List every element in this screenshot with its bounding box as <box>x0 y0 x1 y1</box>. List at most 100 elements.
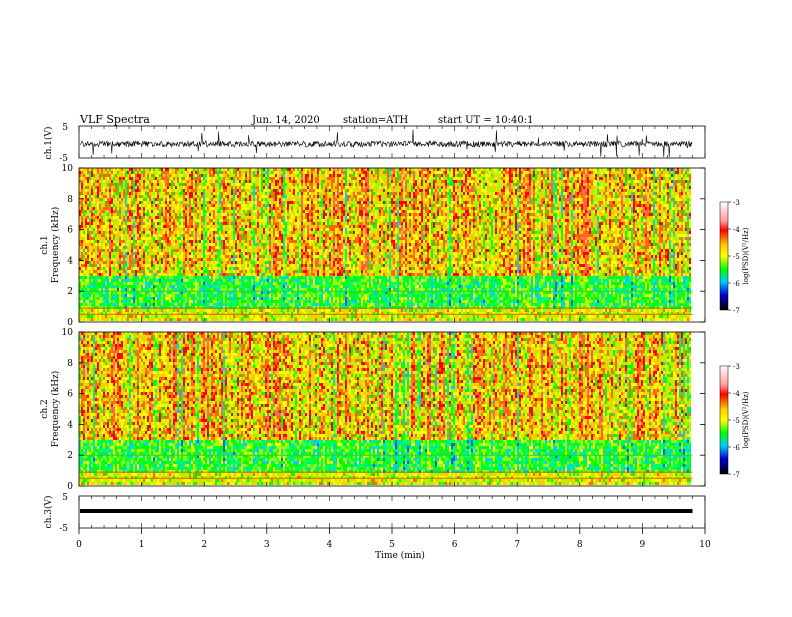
ch1-spectrogram-cell <box>91 183 93 186</box>
ch1-spectrogram-cell <box>157 168 159 171</box>
ch1-spectrogram-cell <box>243 168 245 171</box>
ch1-spectrogram-cell <box>189 231 191 234</box>
ch1-spectrogram-cell <box>99 279 101 282</box>
ch1-spectrogram-cell <box>113 222 115 225</box>
ch1-spectrogram-cell <box>217 213 219 216</box>
ch1-spectrogram-cell <box>117 183 119 186</box>
ch1-spectrogram-cell <box>269 183 271 186</box>
ch1-spectrogram-cell <box>93 264 95 267</box>
ch1-spectrogram-cell <box>211 201 213 204</box>
ch1-spectrogram-cell <box>155 273 157 276</box>
ch1-spectrogram-cell <box>85 192 87 195</box>
ch1-spectrogram-cell <box>113 201 115 204</box>
ch1-spectrogram-cell <box>97 300 99 303</box>
ch1-spectrogram-cell <box>267 255 269 258</box>
ch1-spectrogram-cell <box>87 174 89 177</box>
ch1-spectrogram-cell <box>151 246 153 249</box>
ch1-spectrogram-cell <box>107 207 109 210</box>
ch1-spectrogram-cell <box>231 222 233 225</box>
ch1-spectrogram-cell <box>113 249 115 252</box>
ch1-spectrogram-cell <box>217 315 219 318</box>
ch1-spectrogram-cell <box>121 234 123 237</box>
ch1-spectrogram-cell <box>121 285 123 288</box>
ch1-spectrogram-cell <box>243 189 245 192</box>
ch1-spectrogram-cell <box>179 279 181 282</box>
ch1-spectrogram-cell <box>235 231 237 234</box>
ch1-spectrogram-cell <box>185 234 187 237</box>
ch1-spectrogram-cell <box>181 201 183 204</box>
ch1-spectrogram-cell <box>91 210 93 213</box>
ch1-spectrogram-cell <box>113 279 115 282</box>
ch1-spectrogram-cell <box>199 228 201 231</box>
ch1-spectrogram-cell <box>203 198 205 201</box>
ch1-spectrogram-cell <box>121 309 123 312</box>
ch1-spectrogram-cell <box>239 201 241 204</box>
ch1-spectrogram-cell <box>221 234 223 237</box>
ch1-spectrogram-cell <box>193 216 195 219</box>
ch1-spectrogram-cell <box>115 282 117 285</box>
ch1-spectrogram-cell <box>229 204 231 207</box>
ch1-spectrogram-cell <box>115 243 117 246</box>
ch1-spectrogram-cell <box>201 228 203 231</box>
ch1-spectrogram-cell <box>231 252 233 255</box>
ch1-spectrogram-cell <box>165 279 167 282</box>
ch1-spectrogram-cell <box>107 294 109 297</box>
ch1-spectrogram-cell <box>251 237 253 240</box>
ch1-spectrogram-cell <box>233 228 235 231</box>
ch1-spectrogram-cell <box>141 270 143 273</box>
ch1-spectrogram-cell <box>173 279 175 282</box>
ch1-spectrogram-cell <box>265 240 267 243</box>
ch1-spectrogram-cell <box>83 222 85 225</box>
ch1-spectrogram-cell <box>207 231 209 234</box>
ch1-spectrogram-cell <box>247 174 249 177</box>
ch1-spectrogram-cell <box>235 213 237 216</box>
ch1-spectrogram-cell <box>259 177 261 180</box>
ch1-spectrogram-cell <box>137 222 139 225</box>
ch1-spectrogram-cell <box>111 216 113 219</box>
ch1-spectrogram-cell <box>153 237 155 240</box>
ch1-spectrogram-cell <box>265 192 267 195</box>
ch1-spectrogram-cell <box>217 192 219 195</box>
ch1-spectrogram-cell <box>123 240 125 243</box>
ch1-spectrogram-cell <box>103 204 105 207</box>
ch1-spectrogram-cell <box>177 279 179 282</box>
ch1-spectrogram-cell <box>197 249 199 252</box>
ch1-spectrogram-cell <box>247 279 249 282</box>
ch1-spectrogram-cell <box>101 294 103 297</box>
ch1-spectrogram-cell <box>81 180 83 183</box>
ch1-spectrogram-cell <box>131 300 133 303</box>
ch1-spectrogram-cell <box>177 303 179 306</box>
ch1-spectrogram-cell <box>145 225 147 228</box>
ch1-spectrogram-cell <box>169 318 171 321</box>
ch1-spectrogram-cell <box>97 315 99 318</box>
ch1-spectrogram-cell <box>227 231 229 234</box>
ch1-spectrogram-cell <box>127 264 129 267</box>
ch1-spectrogram-cell <box>81 243 83 246</box>
ch1-spectrogram-cell <box>121 243 123 246</box>
ch1-spectrogram-cell <box>175 177 177 180</box>
ch1-spectrogram-cell <box>167 279 169 282</box>
ch1-spectrogram-cell <box>163 276 165 279</box>
ch1-spectrogram-cell <box>237 255 239 258</box>
ch1-spectrogram-cell <box>181 237 183 240</box>
ch1-spectrogram-cell <box>213 237 215 240</box>
ch1-spectrogram-cell <box>107 300 109 303</box>
ch1-spectrogram-cell <box>139 252 141 255</box>
ch1-spectrogram-cell <box>141 249 143 252</box>
ch1-spectrogram-cell <box>181 318 183 321</box>
ch1-spectrogram-cell <box>269 192 271 195</box>
ch1-spectrogram-cell <box>121 204 123 207</box>
ch1-spectrogram-cell <box>239 231 241 234</box>
ch1-spectrogram-cell <box>127 228 129 231</box>
ch1-spectrogram-cell <box>95 297 97 300</box>
ch1-spectrogram-cell <box>165 225 167 228</box>
ch1-spectrogram-cell <box>117 234 119 237</box>
ch1-spectrogram-cell <box>237 279 239 282</box>
ch1-spectrogram-cell <box>137 309 139 312</box>
ch1-spectrogram-cell <box>209 288 211 291</box>
ch1-spectrogram-cell <box>97 174 99 177</box>
ch1-spectrogram-cell <box>145 258 147 261</box>
ch1-spectrogram-cell <box>217 267 219 270</box>
ch1-spectrogram-cell <box>171 225 173 228</box>
ch1-spectrogram-cell <box>219 303 221 306</box>
